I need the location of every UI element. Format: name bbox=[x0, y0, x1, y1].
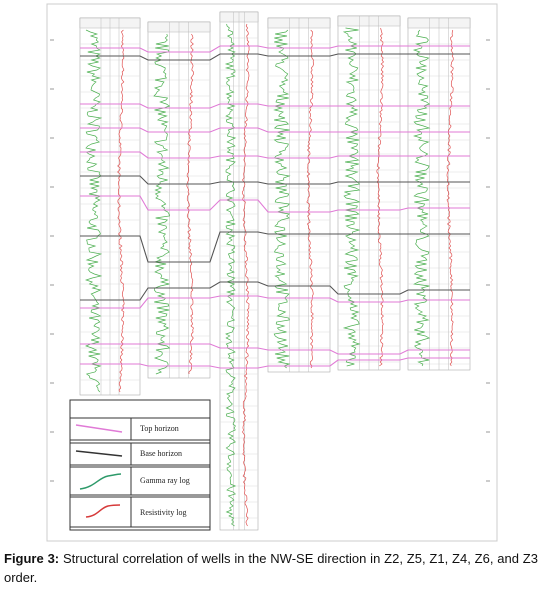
gamma-ray-curve bbox=[342, 27, 361, 367]
resistivity-curve bbox=[376, 27, 385, 367]
horizon-line bbox=[80, 175, 470, 185]
caption-label: Figure 3: bbox=[4, 551, 60, 566]
correlation-figure: Top horizon Base horizon Gamma ray log R… bbox=[46, 3, 498, 542]
horizon-line bbox=[80, 357, 470, 369]
resistivity-curve bbox=[242, 23, 250, 527]
resistivity-curve bbox=[186, 33, 194, 375]
legend-top-sample bbox=[75, 424, 123, 433]
resistivity-curve bbox=[446, 29, 454, 367]
horizon-line bbox=[80, 151, 470, 159]
legend-label: Resistivity log bbox=[140, 508, 186, 517]
legend-gamma-sample bbox=[79, 473, 122, 490]
legend-label: Top horizon bbox=[140, 424, 179, 433]
legend-label-box bbox=[130, 466, 211, 496]
resistivity-curve bbox=[117, 29, 125, 393]
gamma-ray-curve bbox=[412, 29, 431, 367]
legend: Top horizon Base horizon Gamma ray log R… bbox=[69, 399, 211, 531]
gamma-ray-curve bbox=[153, 33, 171, 375]
gamma-ray-curve bbox=[273, 29, 291, 369]
horizon-line bbox=[80, 127, 470, 133]
horizon-line bbox=[80, 295, 470, 309]
legend-label-box bbox=[130, 417, 211, 441]
horizon-line bbox=[80, 281, 470, 301]
caption-text: Structural correlation of wells in the N… bbox=[4, 551, 538, 585]
horizon-line bbox=[80, 45, 470, 53]
legend-label: Gamma ray log bbox=[140, 476, 190, 485]
legend-label-box bbox=[130, 442, 211, 466]
horizon-line bbox=[80, 343, 470, 355]
wells bbox=[50, 11, 490, 531]
horizon-line bbox=[80, 231, 470, 263]
resistivity-curve bbox=[306, 29, 314, 369]
gamma-ray-curve bbox=[224, 23, 237, 527]
horizon-line bbox=[80, 53, 470, 61]
gamma-ray-curve bbox=[84, 29, 103, 393]
legend-resistivity-sample bbox=[85, 504, 121, 518]
horizon-line bbox=[80, 195, 470, 213]
legend-label-box bbox=[130, 496, 211, 528]
legend-base-sample bbox=[75, 450, 123, 457]
horizon-line bbox=[80, 103, 470, 109]
legend-label: Base horizon bbox=[140, 449, 182, 458]
caption: Figure 3: Structural correlation of well… bbox=[4, 549, 538, 587]
